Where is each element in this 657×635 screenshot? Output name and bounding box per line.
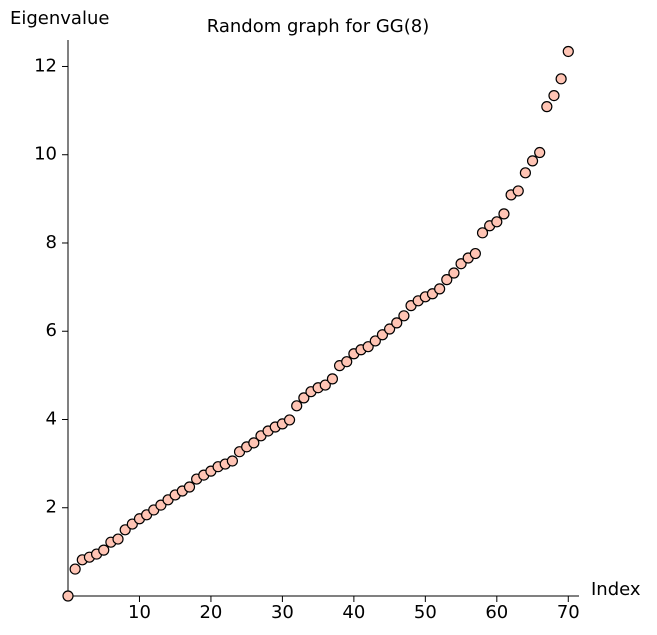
point [369,335,381,347]
point [476,227,489,239]
chart-title: Random graph for GG(8) [207,16,430,37]
point [534,146,546,159]
point [69,563,81,575]
y-tick-label: 6 [46,320,57,341]
point [498,208,510,220]
x-tick-label: 30 [271,602,294,623]
point [183,481,196,493]
point [62,590,74,602]
x-tick-label: 20 [199,602,222,623]
point [341,356,353,368]
point [384,323,396,335]
point [448,267,460,279]
point [376,329,389,341]
point [434,283,446,295]
point [398,310,410,322]
point [512,185,524,197]
point [526,155,539,167]
point [519,167,531,179]
point [555,73,567,85]
point [362,341,374,353]
point [541,101,553,113]
point [441,274,453,286]
point [548,89,560,102]
point [283,414,296,426]
x-tick-label: 10 [128,602,151,623]
x-tick-label: 40 [342,602,365,623]
point [491,216,503,228]
point [469,247,481,260]
point [112,533,124,545]
y-axis-label: Eigenvalue [10,8,109,29]
y-tick-label: 12 [34,55,57,76]
y-tick-label: 2 [46,497,57,518]
point [326,373,339,385]
point [98,544,110,556]
point [455,258,467,270]
x-tick-label: 70 [557,602,580,623]
y-tick-label: 4 [46,408,57,429]
x-tick-label: 50 [414,602,437,623]
y-tick-label: 10 [34,144,57,165]
x-tick-label: 60 [485,602,508,623]
point [119,524,131,536]
point [562,45,574,58]
y-tick-label: 8 [46,232,57,253]
point [391,317,403,329]
point [291,400,303,412]
x-axis-label: Index [591,579,641,600]
point [319,379,331,391]
point [298,392,310,404]
point [226,455,238,467]
point [248,437,260,449]
